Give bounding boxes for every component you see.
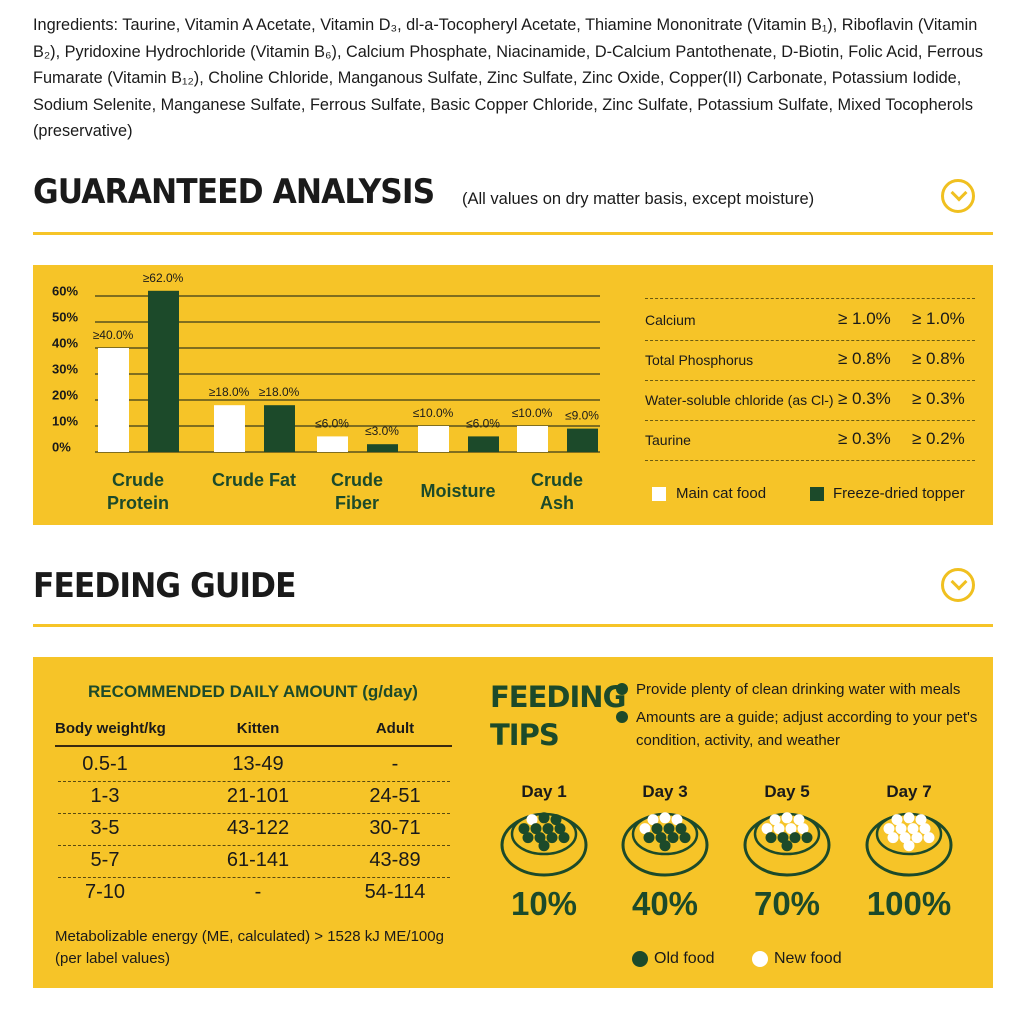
cell: 1-3 (90, 785, 120, 807)
row-label: Water-soluble chloride (as Cl-) (645, 392, 834, 408)
note: Metabolizable energy (ME, calculated) > … (55, 926, 444, 970)
cell: 61-141 (226, 849, 290, 871)
column-header: Kitten (236, 720, 280, 737)
legend-dot (632, 951, 648, 967)
row-value: ≥ 0.2% (912, 429, 965, 448)
divider (33, 624, 993, 627)
day-percent: 100% (866, 885, 952, 922)
row-divider (58, 813, 450, 814)
cell: 43-122 (226, 817, 290, 839)
row-divider (645, 420, 975, 421)
x-tick-label: Crude Protein (106, 470, 169, 513)
day-label: Day 7 (886, 782, 932, 801)
ingredients: Ingredients: Taurine, Vitamin A Acetate,… (33, 16, 984, 140)
column-header: Adult (375, 720, 415, 737)
row-divider (58, 845, 450, 846)
row-value: ≥ 0.8% (912, 349, 965, 368)
cell: 54-114 (364, 881, 426, 903)
table-title: RECOMMENDED DAILY AMOUNT (g/day) (88, 682, 418, 701)
row-value: ≥ 0.3% (912, 389, 965, 408)
day-percent: 10% (510, 885, 578, 922)
cell: 43-89 (369, 849, 421, 871)
legend-dot (752, 951, 768, 967)
row-divider (645, 460, 975, 461)
section-title: GUARANTEED ANALYSIS (33, 172, 435, 212)
analysis-panel (33, 265, 993, 525)
tip-text: Provide plenty of clean drinking water w… (636, 681, 961, 698)
legend-swatch (810, 487, 824, 501)
legend-swatch (652, 487, 666, 501)
legend-label: Main cat food (676, 485, 767, 502)
cell: 24-51 (369, 785, 421, 807)
cell: 7-10 (84, 881, 126, 903)
cell: 13-49 (232, 753, 284, 775)
row-divider (58, 877, 450, 878)
x-tick-label: Moisture (420, 481, 496, 501)
cell: - (391, 753, 399, 775)
bullet (616, 683, 628, 695)
row-divider (645, 340, 975, 341)
tips-title: FEEDING TIPS (490, 680, 626, 752)
cell: 0.5-1 (82, 753, 128, 775)
x-tick-label: Crude Fiber (330, 470, 383, 513)
row-divider (58, 781, 450, 782)
legend-label: New food (774, 950, 842, 967)
row-value: ≥ 0.3% (838, 389, 891, 408)
row-label: Calcium (645, 312, 696, 328)
row-value: ≥ 1.0% (912, 309, 965, 328)
cell: 21-101 (226, 785, 290, 807)
collapse-toggle[interactable] (941, 568, 975, 602)
day-label: Day 3 (642, 782, 688, 801)
header-rule (55, 745, 452, 747)
x-tick-label: Crude Ash (530, 470, 583, 513)
cell: - (254, 881, 262, 903)
tip-text: Amounts are a guide; adjust according to… (636, 709, 978, 749)
day-percent: 40% (631, 885, 699, 922)
row-value: ≥ 0.3% (838, 429, 891, 448)
divider (33, 232, 993, 235)
day-label: Day 1 (521, 782, 567, 801)
note-line: (per label values) (55, 950, 171, 967)
collapse-toggle[interactable] (941, 179, 975, 213)
row-divider (645, 298, 975, 299)
day-percent: 70% (753, 885, 821, 922)
bullet (616, 711, 628, 723)
note-line: Metabolizable energy (ME, calculated) > … (55, 928, 444, 945)
cell: 30-71 (369, 817, 421, 839)
cell: 5-7 (90, 849, 120, 871)
row-label: Taurine (645, 432, 691, 448)
cell: 3-5 (90, 817, 120, 839)
legend-label: Freeze-dried topper (833, 485, 965, 502)
section-title: FEEDING GUIDE (33, 566, 296, 606)
column-header: Body weight/kg (55, 720, 166, 737)
x-tick-label: Crude Fat (211, 470, 296, 490)
row-value: ≥ 1.0% (838, 309, 891, 328)
row-label: Total Phosphorus (645, 352, 754, 368)
legend-label: Old food (654, 950, 715, 967)
row-divider (645, 380, 975, 381)
day-label: Day 5 (764, 782, 810, 801)
section-subtitle: (All values on dry matter basis, except … (462, 190, 815, 208)
row-value: ≥ 0.8% (838, 349, 891, 368)
